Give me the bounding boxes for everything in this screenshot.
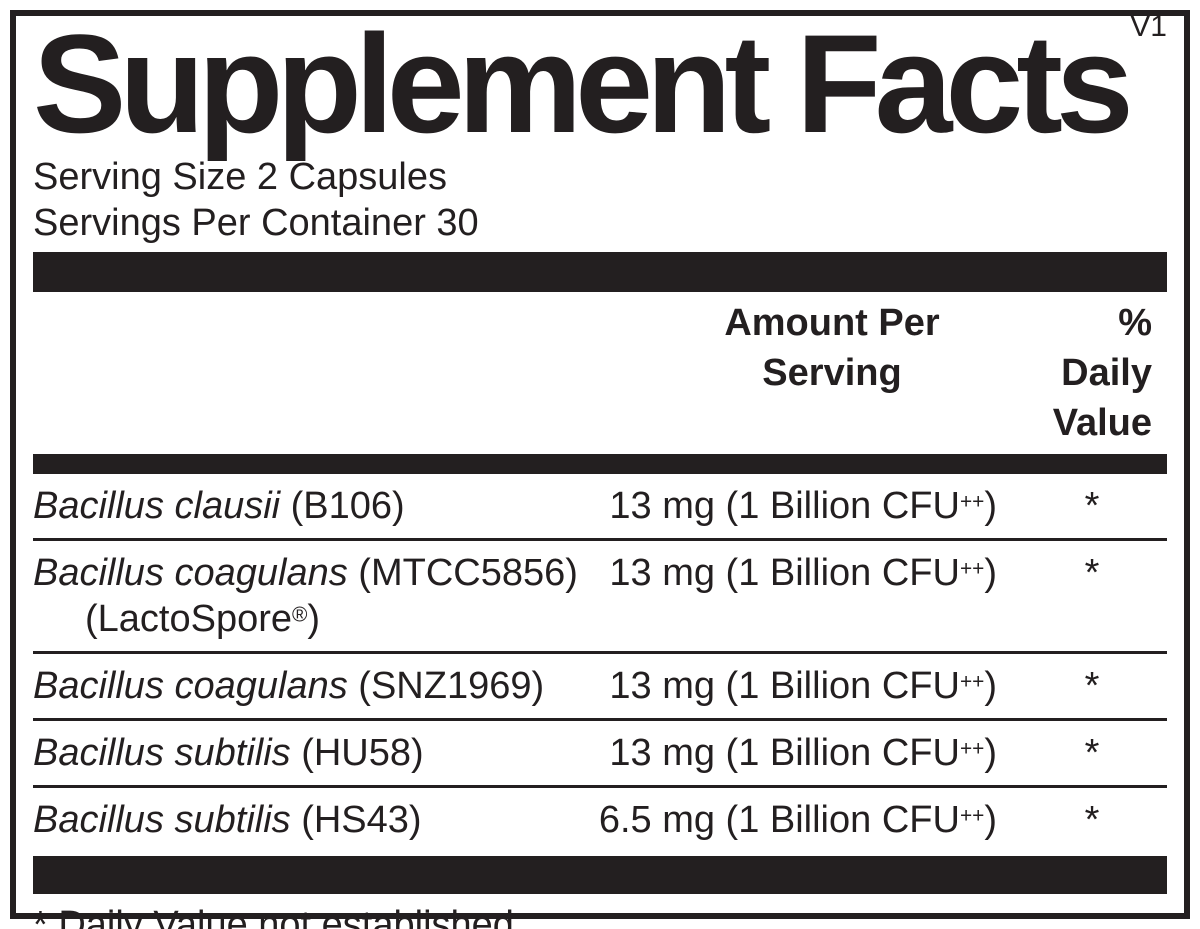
daily-value-asterisk: * [1084, 799, 1100, 841]
column-header-amount: Amount Per Serving [587, 298, 1017, 398]
amount-close: ) [984, 799, 997, 841]
ingredient-name: Bacillus clausii (B106) [33, 483, 587, 529]
ingredient-row: Bacillus subtilis (HS43) 6.5 mg (1 Billi… [33, 785, 1167, 852]
ingredient-name: Bacillus subtilis (HU58) [33, 730, 587, 776]
amount-close: ) [984, 665, 997, 707]
title-row: Supplement Facts V1 [33, 5, 1167, 162]
amount-per-serving: 13 mg (1 Billion CFU++) [587, 730, 1017, 776]
amount-per-serving: 13 mg (1 Billion CFU++) [587, 663, 1017, 709]
ingredient-strain: (HU58) [290, 732, 424, 774]
label-content: Supplement Facts V1 Serving Size 2 Capsu… [16, 5, 1184, 929]
ingredient-species: Bacillus subtilis [33, 732, 291, 774]
amount-header-line1: Amount Per [724, 302, 940, 344]
ingredient-species: Bacillus coagulans [33, 552, 348, 594]
ingredient-name: Bacillus coagulans (MTCC5856) (LactoSpor… [33, 550, 587, 642]
amount-superscript: ++ [959, 804, 985, 828]
amount-per-serving: 6.5 mg (1 Billion CFU++) [587, 797, 1017, 843]
amount-close: ) [984, 732, 997, 774]
amount-text: 13 mg (1 Billion CFU [609, 665, 960, 707]
tradename-text: (LactoSpore [85, 598, 293, 640]
amount-superscript: ++ [959, 557, 985, 581]
ingredient-row: Bacillus coagulans (MTCC5856) (LactoSpor… [33, 538, 1167, 651]
dv-header-line1: % Daily [1061, 302, 1152, 394]
amount-superscript: ++ [959, 490, 985, 514]
amount-close: ) [984, 485, 997, 527]
servings-per-container: Servings Per Container 30 [33, 202, 479, 244]
ingredient-species: Bacillus subtilis [33, 799, 291, 841]
amount-per-serving: 13 mg (1 Billion CFU++) [587, 550, 1017, 596]
ingredient-name: Bacillus coagulans (SNZ1969) [33, 663, 587, 709]
amount-text: 6.5 mg (1 Billion CFU [598, 799, 960, 841]
registered-mark: ® [292, 603, 308, 627]
amount-per-serving: 13 mg (1 Billion CFU++) [587, 483, 1017, 529]
ingredient-row: Bacillus coagulans (SNZ1969) 13 mg (1 Bi… [33, 651, 1167, 718]
ingredient-strain: (MTCC5856) [347, 552, 578, 594]
divider-bar-header [33, 454, 1167, 474]
ingredient-name-line1: Bacillus coagulans (MTCC5856) [33, 550, 587, 596]
ingredient-name: Bacillus subtilis (HS43) [33, 797, 587, 843]
ingredient-species: Bacillus coagulans [33, 665, 348, 707]
ingredient-rows: Bacillus clausii (B106) 13 mg (1 Billion… [33, 474, 1167, 852]
daily-value-asterisk: * [1084, 485, 1100, 527]
daily-value-asterisk: * [1084, 552, 1100, 594]
footnote: * Daily Value not established. [33, 904, 525, 929]
amount-text: 13 mg (1 Billion CFU [609, 485, 960, 527]
column-headers: Amount Per Serving % Daily Value [33, 292, 1167, 448]
column-header-daily-value: % Daily Value [1017, 298, 1167, 448]
panel-title: Supplement Facts [33, 5, 1134, 162]
amount-text: 13 mg (1 Billion CFU [609, 552, 960, 594]
ingredient-strain: (B106) [280, 485, 405, 527]
daily-value-asterisk: * [1084, 732, 1100, 774]
amount-header-line2: Serving [762, 352, 902, 394]
ingredient-row: Bacillus subtilis (HU58) 13 mg (1 Billio… [33, 718, 1167, 785]
ingredient-strain: (HS43) [290, 799, 422, 841]
ingredient-species: Bacillus clausii [33, 485, 281, 527]
ingredient-tradename: (LactoSpore®) [33, 596, 587, 642]
daily-value-asterisk: * [1084, 665, 1100, 707]
ingredient-row: Bacillus clausii (B106) 13 mg (1 Billion… [33, 474, 1167, 538]
amount-text: 13 mg (1 Billion CFU [609, 732, 960, 774]
amount-superscript: ++ [959, 737, 985, 761]
amount-close: ) [984, 552, 997, 594]
amount-superscript: ++ [959, 670, 985, 694]
label-border: Supplement Facts V1 Serving Size 2 Capsu… [10, 5, 1190, 929]
divider-bar-top [33, 252, 1167, 292]
ingredient-strain: (SNZ1969) [347, 665, 545, 707]
serving-size: Serving Size 2 Capsules [33, 156, 447, 198]
tradename-close: ) [307, 598, 321, 640]
divider-bar-bottom [33, 856, 1167, 894]
dv-header-line2: Value [1052, 402, 1152, 444]
version-tag: V1 [1130, 10, 1167, 43]
